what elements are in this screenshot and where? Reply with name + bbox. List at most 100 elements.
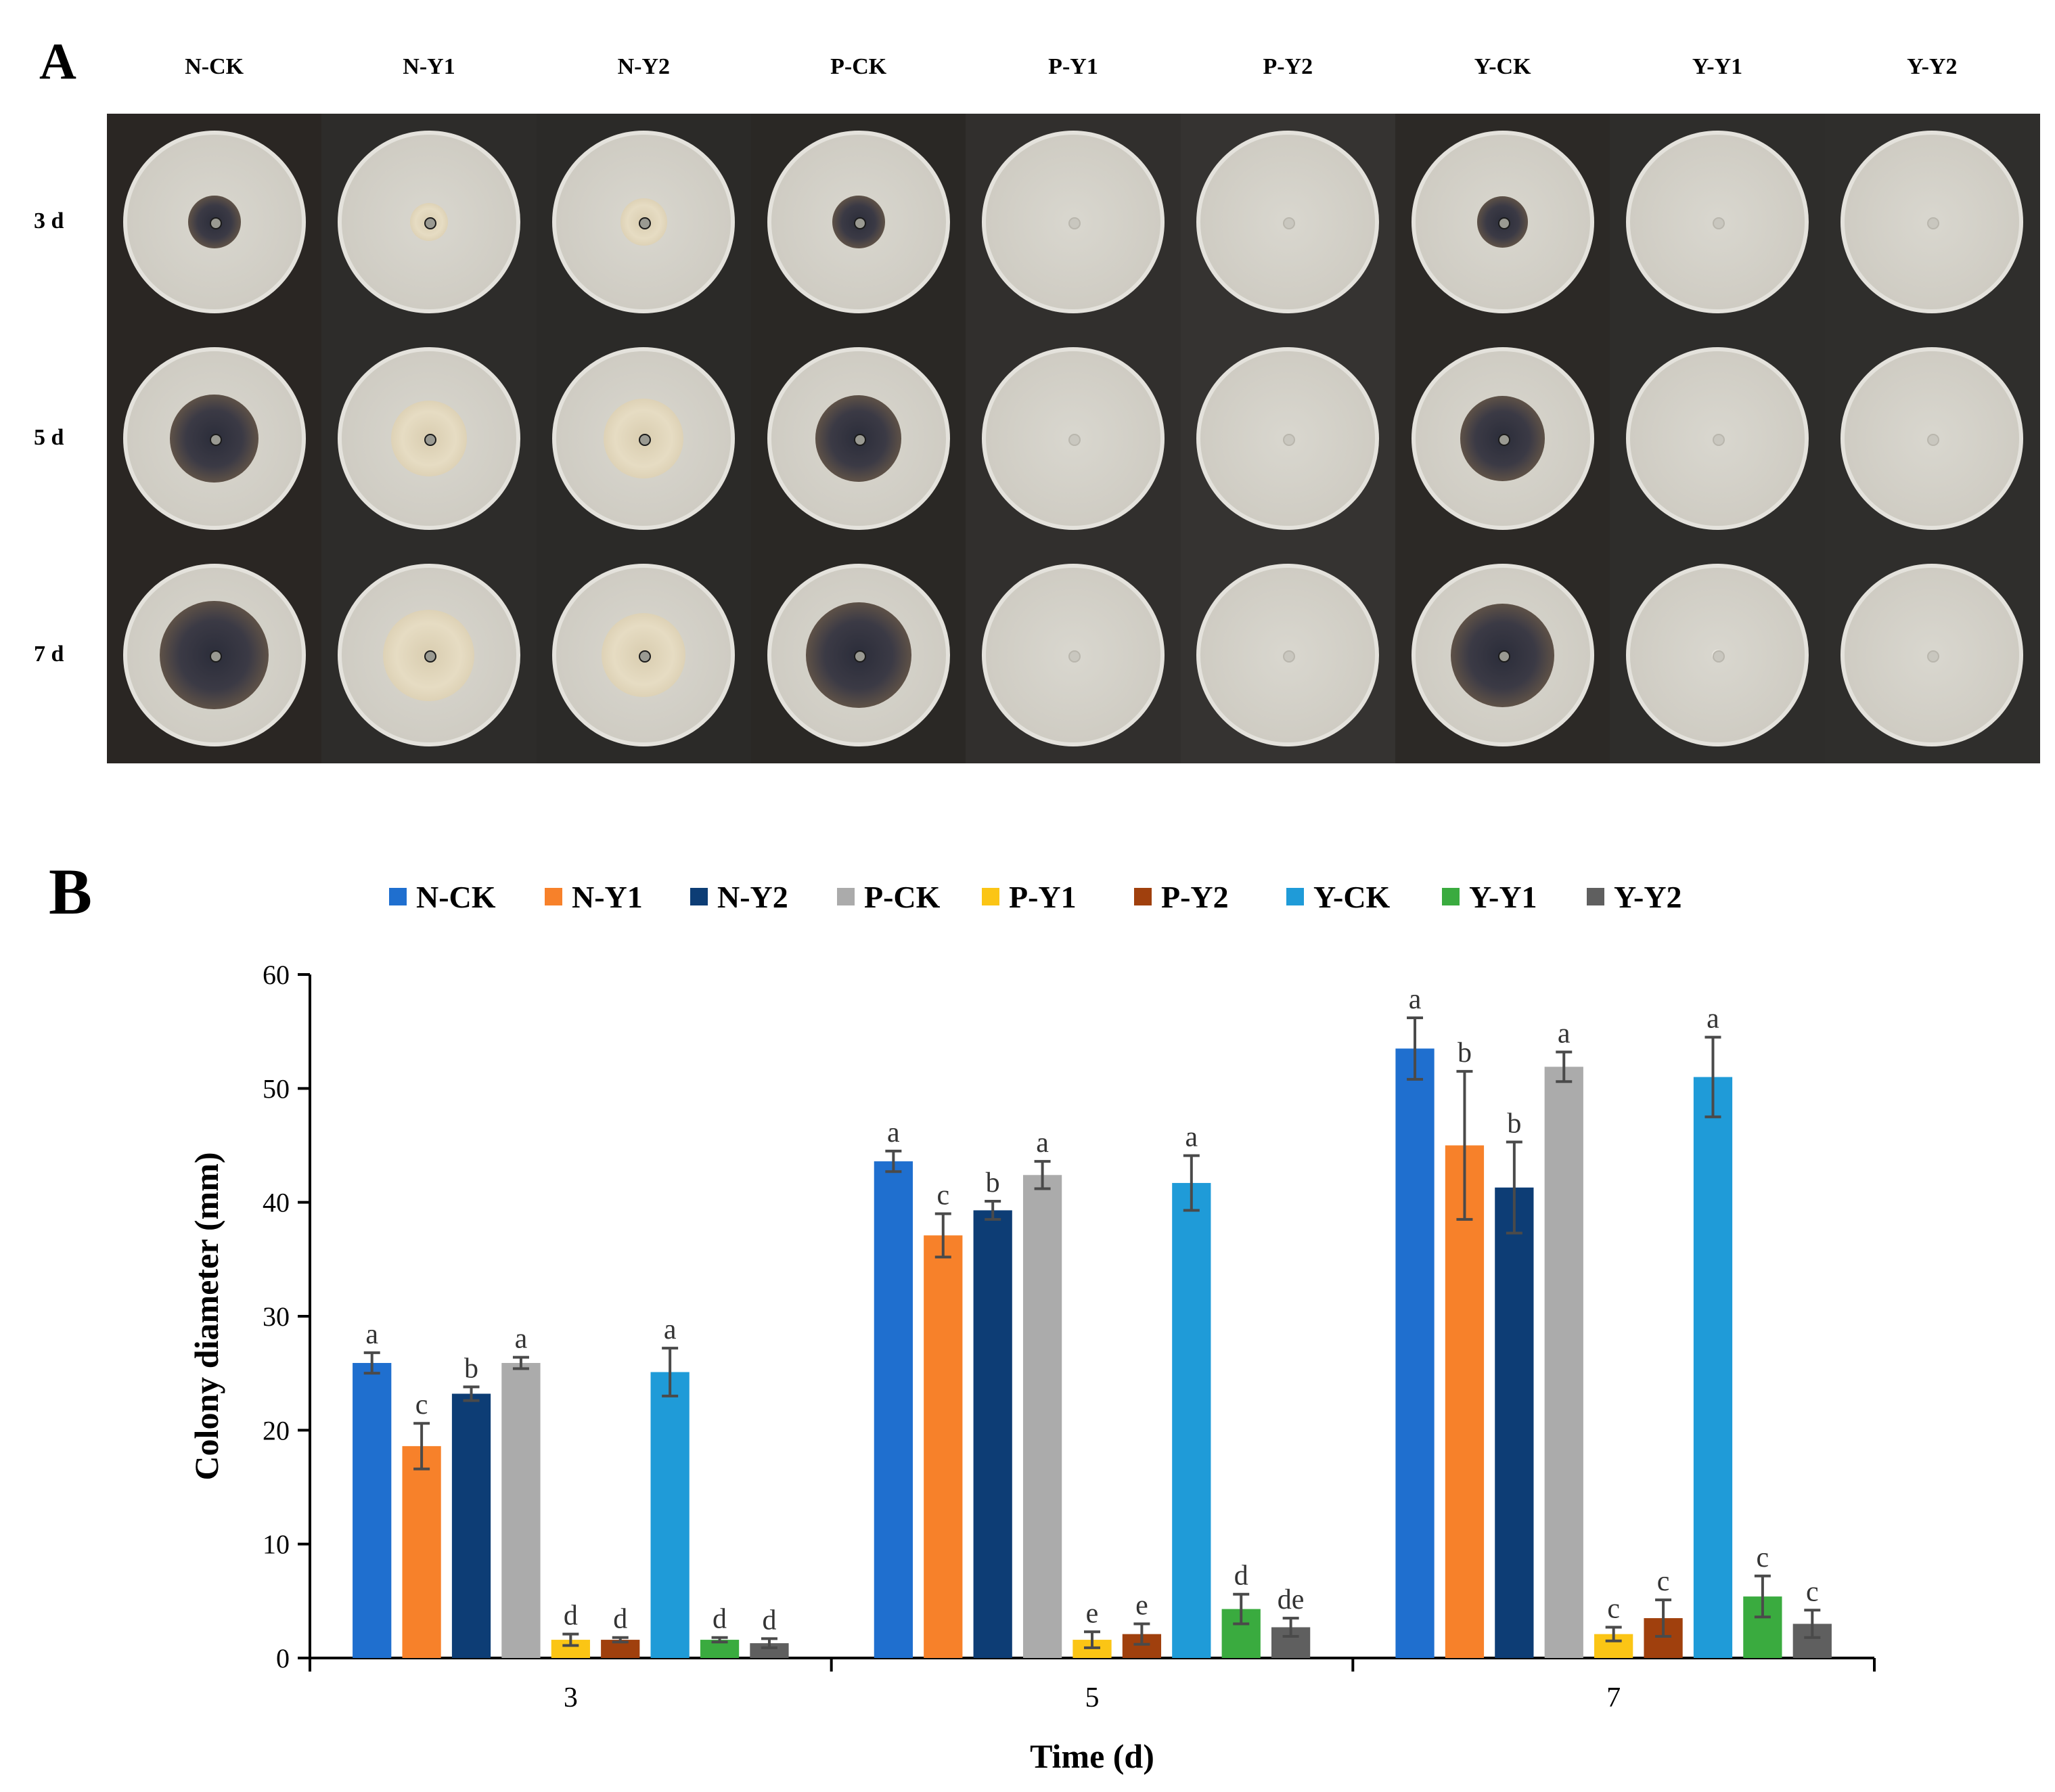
legend-swatch xyxy=(1587,888,1604,905)
column-header-p-y2: P-Y2 xyxy=(1263,54,1313,79)
inoculum-plug xyxy=(1712,434,1725,446)
petri-dish-y-y1-7d xyxy=(1610,547,1826,763)
row-header-7d: 7 d xyxy=(34,642,64,667)
petri-dish-n-y1-7d xyxy=(321,547,537,763)
legend-swatch xyxy=(1286,888,1304,905)
bar-y-y2-day-3 xyxy=(750,1643,789,1658)
inoculum-plug xyxy=(639,217,652,229)
significance-letter: d xyxy=(613,1604,627,1635)
legend-swatch xyxy=(389,888,407,905)
column-header-p-ck: P-CK xyxy=(830,54,887,79)
y-tick-label: 40 xyxy=(263,1188,290,1218)
inoculum-plug xyxy=(1283,650,1296,663)
y-axis-title: Colony diameter (mm) xyxy=(187,1152,225,1480)
legend-swatch xyxy=(545,888,562,905)
legend-swatch xyxy=(1134,888,1152,905)
inoculum-plug xyxy=(209,217,222,229)
inoculum-plug xyxy=(1283,217,1296,229)
petri-dish-n-ck-5d xyxy=(107,330,323,547)
petri-dish-photo-grid xyxy=(107,114,2040,763)
legend-label: P-Y1 xyxy=(1009,879,1077,914)
petri-dish-p-y2-3d xyxy=(1180,114,1396,330)
legend-swatch xyxy=(837,888,855,905)
significance-letter: e xyxy=(1086,1598,1099,1629)
bar-n-y2-day-5 xyxy=(973,1210,1012,1658)
y-tick-label: 30 xyxy=(263,1301,290,1332)
legend-swatch xyxy=(1442,888,1460,905)
bar-y-ck-day-5 xyxy=(1172,1183,1211,1658)
petri-dish-y-y2-7d xyxy=(1824,547,2040,763)
legend-label: Y-Y2 xyxy=(1614,879,1682,914)
x-axis-title: Time (d) xyxy=(1030,1737,1154,1775)
column-header-n-y1: N-Y1 xyxy=(403,54,455,79)
bar-p-ck-day-3 xyxy=(501,1363,541,1658)
petri-dish-p-y1-3d xyxy=(966,114,1181,330)
inoculum-plug xyxy=(639,650,652,663)
legend-label: Y-Y1 xyxy=(1469,879,1537,914)
legend-swatch xyxy=(690,888,708,905)
inoculum-plug xyxy=(209,650,222,663)
significance-letter: c xyxy=(1607,1594,1620,1625)
chart-legend: N-CK N-Y1 N-Y2 P-CK P-Y1 P-Y2 Y-CK Y-Y1 Y-Y2 xyxy=(0,873,2055,920)
inoculum-plug xyxy=(1712,650,1725,663)
petri-dish-p-ck-7d xyxy=(751,547,967,763)
bar-n-ck-day-7 xyxy=(1395,1048,1435,1658)
inoculum-plug xyxy=(853,217,866,229)
petri-dish-p-ck-3d xyxy=(751,114,967,330)
bar-p-ck-day-7 xyxy=(1544,1067,1583,1658)
petri-dish-p-y2-5d xyxy=(1180,330,1396,547)
petri-dish-n-y2-7d xyxy=(536,547,752,763)
significance-letter: d xyxy=(1234,1561,1248,1592)
x-tick-label: 5 xyxy=(1085,1682,1100,1713)
bar-n-y2-day-3 xyxy=(451,1393,491,1658)
inoculum-plug xyxy=(1068,217,1081,229)
column-header-y-ck: Y-CK xyxy=(1474,54,1531,79)
x-tick-label: 3 xyxy=(564,1682,578,1713)
x-tick-label: 7 xyxy=(1606,1682,1621,1713)
y-tick-label: 0 xyxy=(276,1643,290,1674)
significance-letter: d xyxy=(564,1600,578,1632)
panel-a-label: A xyxy=(39,33,76,90)
y-tick-label: 10 xyxy=(263,1529,290,1560)
petri-dish-y-y2-5d xyxy=(1824,330,2040,547)
significance-letter: b xyxy=(986,1167,1000,1199)
petri-dish-p-y1-7d xyxy=(966,547,1181,763)
significance-letter: c xyxy=(1657,1566,1670,1597)
legend-item-p-ck: P-CK xyxy=(837,873,940,920)
dish-plate xyxy=(767,131,950,313)
inoculum-plug xyxy=(1497,217,1510,229)
significance-letter: a xyxy=(887,1117,900,1148)
legend-item-y-ck: Y-CK xyxy=(1286,873,1390,920)
inoculum-plug xyxy=(1927,650,1940,663)
petri-dish-p-y1-5d xyxy=(966,330,1181,547)
legend-label: N-CK xyxy=(416,879,496,914)
bar-p-ck-day-5 xyxy=(1022,1175,1062,1658)
significance-letter: a xyxy=(1558,1018,1571,1049)
legend-label: Y-CK xyxy=(1313,879,1391,914)
legend-label: N-Y1 xyxy=(572,879,643,914)
inoculum-plug xyxy=(209,434,222,446)
inoculum-plug xyxy=(1927,217,1940,229)
significance-letter: e xyxy=(1135,1590,1148,1621)
inoculum-plug xyxy=(1497,650,1510,663)
inoculum-plug xyxy=(1497,434,1510,446)
petri-dish-n-y1-3d xyxy=(321,114,537,330)
petri-dish-y-ck-3d xyxy=(1395,114,1611,330)
y-tick-label: 20 xyxy=(263,1415,290,1446)
legend-label: P-CK xyxy=(864,879,941,914)
row-header-5d: 5 d xyxy=(34,425,64,450)
bar-y-ck-day-3 xyxy=(650,1372,690,1658)
column-header-n-ck: N-CK xyxy=(185,54,244,79)
significance-letter: b xyxy=(1507,1108,1521,1139)
inoculum-plug xyxy=(1283,434,1296,446)
significance-letter: a xyxy=(365,1319,378,1350)
petri-dish-n-y1-5d xyxy=(321,330,537,547)
inoculum-plug xyxy=(639,434,652,446)
column-header-y-y1: Y-Y1 xyxy=(1692,54,1743,79)
significance-letter: a xyxy=(1707,1004,1719,1035)
petri-dish-n-ck-7d xyxy=(107,547,323,763)
dish-plate xyxy=(1196,347,1380,530)
column-header-p-y1: P-Y1 xyxy=(1048,54,1098,79)
bar-n-y1-day-5 xyxy=(924,1235,963,1658)
